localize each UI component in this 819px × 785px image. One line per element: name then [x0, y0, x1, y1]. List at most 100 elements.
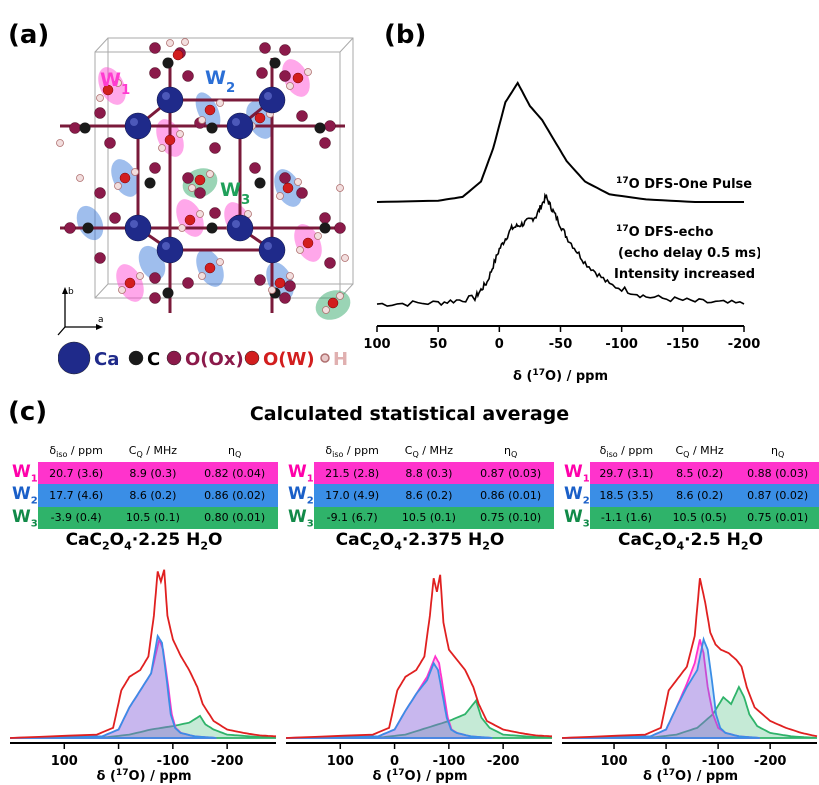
legend-label: O(W) — [263, 349, 315, 370]
hydrogen-atom — [118, 286, 126, 294]
hydrogen-atom — [216, 258, 224, 266]
carbon-atom — [79, 122, 91, 134]
cell-eta: 0.75 (0.10) — [480, 511, 542, 525]
x-tick-label: -200 — [754, 754, 787, 769]
col-header-site — [10, 441, 38, 462]
carbon-atom — [82, 222, 94, 234]
oxalate-oxygen-atom — [149, 67, 161, 79]
cell-cq: 8.9 (0.3) — [129, 466, 177, 480]
cell-cq: 8.6 (0.2) — [129, 489, 177, 503]
oxalate-oxygen-atom — [182, 172, 194, 184]
x-tick-label: 100 — [327, 754, 354, 769]
water-oxygen-atom — [282, 182, 294, 194]
cell-cq: 10.5 (0.1) — [125, 511, 180, 525]
x-tick-label: -50 — [549, 337, 573, 352]
legend-label: Ca — [94, 349, 119, 370]
cell-diso: 18.5 (3.5) — [599, 489, 654, 503]
total-spectrum-line — [562, 578, 818, 739]
oxalate-oxygen-atom — [296, 110, 308, 122]
cell-diso: 20.7 (3.6) — [49, 466, 104, 480]
carbon-atom — [254, 177, 266, 189]
col-header-diso: δiso / ppm — [325, 443, 379, 460]
oxalate-oxygen-atom — [149, 42, 161, 54]
cell-cq: 8.6 (0.2) — [405, 489, 453, 503]
hydrogen-atom — [56, 139, 64, 147]
cell-cq: 10.5 (0.1) — [401, 511, 456, 525]
legend-label: C — [147, 349, 160, 370]
cell-diso: -1.1 (1.6) — [600, 511, 652, 525]
panel-c-title: Calculated statistical average — [249, 403, 570, 425]
oxalate-oxygen-atom — [324, 257, 336, 269]
col-header-eta: ηQ — [227, 443, 242, 460]
oxalate-oxygen-atom — [279, 172, 291, 184]
hydrogen-atom — [114, 79, 122, 87]
cell-cq: 8.8 (0.3) — [405, 466, 453, 480]
calcium-atom — [156, 236, 184, 264]
crystal-structure: W1 W2 W3 — [56, 37, 354, 320]
carbon-atom — [144, 177, 156, 189]
calcium-atom — [124, 214, 152, 242]
cell-eta: 0.82 (0.04) — [204, 466, 266, 480]
hydrogen-atom — [166, 39, 174, 47]
legend-swatch-oox — [166, 350, 182, 366]
carbon-atom — [162, 287, 174, 299]
composition-subtitle: CaC2O4·2.375 H2O — [335, 530, 505, 553]
table-row: W2 17.7 (4.6) 8.6 (0.2) 0.86 (0.02) — [10, 484, 278, 507]
composition-subtitle: CaC2O4·2.5 H2O — [617, 530, 764, 553]
oxalate-oxygen-atom — [284, 280, 296, 292]
oxalate-oxygen-atom — [94, 187, 106, 199]
axis-a-label: a — [98, 315, 104, 325]
oxalate-oxygen-atom — [254, 274, 266, 286]
x-tick-label: 0 — [495, 337, 504, 352]
x-tick-label: -200 — [728, 337, 760, 352]
total-spectrum-line — [10, 569, 277, 739]
hydrogen-atom — [178, 224, 186, 232]
water-oxygen-atom — [102, 84, 114, 96]
cell-eta: 0.86 (0.01) — [480, 489, 542, 503]
hydrogen-atom — [322, 306, 330, 314]
water-oxygen-atom — [292, 72, 304, 84]
hydrogen-atom — [158, 144, 166, 152]
hydrogen-atom — [76, 174, 84, 182]
hydrogen-atom — [336, 292, 344, 300]
water-site-ellipse — [98, 67, 126, 105]
water-oxygen-atom — [124, 277, 136, 289]
simulated-site-spectrum — [562, 684, 818, 739]
cell-eta: 0.75 (0.01) — [747, 511, 809, 525]
water-oxygen-atom — [274, 277, 286, 289]
oxalate-oxygen-atom — [182, 277, 194, 289]
oxalate-oxygen-atom — [256, 67, 268, 79]
legend-swatch-ow — [244, 350, 260, 366]
oxalate-oxygen-atom — [94, 107, 106, 119]
row-site-label: W2 — [562, 484, 590, 507]
col-header-cq: CQ / MHz — [128, 443, 177, 460]
oxalate-oxygen-atom — [209, 142, 221, 154]
hydrogen-atom — [188, 184, 196, 192]
panel-label-a: (a) — [8, 20, 50, 50]
water-oxygen-atom — [164, 134, 176, 146]
x-tick-label: -200 — [211, 754, 244, 769]
x-tick-label: 100 — [363, 337, 390, 352]
cell-diso: 17.0 (4.9) — [325, 489, 380, 503]
col-header-site — [286, 441, 314, 462]
col-header-diso: δiso / ppm — [599, 443, 654, 460]
carbon-atom — [314, 122, 326, 134]
water-oxygen-atom — [172, 49, 184, 61]
hydrogen-atom — [198, 272, 206, 280]
hydrogen-atom — [136, 272, 144, 280]
col-header-eta: ηQ — [503, 443, 518, 460]
cell-cq: 8.5 (0.2) — [676, 466, 724, 480]
col-header-cq: CQ / MHz — [404, 443, 453, 460]
hydrogen-atom — [304, 68, 312, 76]
cell-cq: 10.5 (0.5) — [672, 511, 727, 525]
x-tick-label: 50 — [429, 337, 447, 352]
panel-label-b: (b) — [384, 20, 427, 50]
carbon-atom — [206, 222, 218, 234]
cell-cq: 8.6 (0.2) — [676, 489, 724, 503]
x-tick-label: -100 — [702, 754, 735, 769]
oxalate-oxygen-atom — [194, 187, 206, 199]
parameter-table: δiso / ppm CQ / MHz ηQ W1 29.7 (3.1) 8.5 (0.2… — [562, 441, 819, 530]
hydrogen-atom — [114, 182, 122, 190]
col-header-eta: ηQ — [770, 443, 785, 460]
oxalate-oxygen-atom — [259, 42, 271, 54]
